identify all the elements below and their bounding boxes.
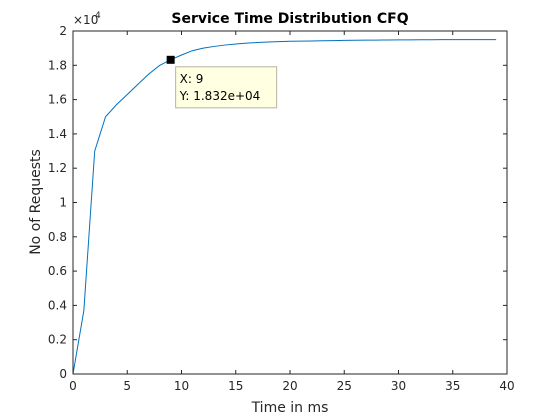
datatip-box[interactable] <box>175 66 278 109</box>
y-exponent-base: ×10 <box>73 13 98 27</box>
y-tick-label: 1.2 <box>48 161 67 175</box>
x-tick-label: 35 <box>445 379 460 393</box>
y-tick-label: 0.2 <box>48 333 67 347</box>
plot-area <box>73 31 507 374</box>
chart-title: Service Time Distribution CFQ <box>171 11 408 27</box>
y-tick-label: 2 <box>59 24 67 38</box>
series-line <box>72 39 497 375</box>
x-tick-label: 20 <box>282 379 297 393</box>
x-tick-label: 40 <box>499 379 514 393</box>
datatip-x-text: X: 9 <box>180 72 204 86</box>
y-axis-exponent: ×10 4 <box>73 11 101 27</box>
y-tick-label: 0.8 <box>48 230 67 244</box>
datatip-marker[interactable] <box>166 55 175 64</box>
y-tick-label: 1.6 <box>48 93 67 107</box>
x-tick-label: 15 <box>228 379 243 393</box>
y-tick-label: 1.8 <box>48 58 67 72</box>
y-tick-label: 1.4 <box>48 127 67 141</box>
x-tick-label: 10 <box>174 379 189 393</box>
x-axis-label: Time in ms <box>251 400 329 416</box>
y-tick-label: 1 <box>59 196 67 210</box>
x-tick-label: 0 <box>69 379 77 393</box>
x-tick-label: 30 <box>391 379 406 393</box>
y-tick-label: 0.6 <box>48 264 67 278</box>
x-tick-label: 5 <box>123 379 131 393</box>
y-tick-label: 0 <box>59 367 67 381</box>
x-tick-label: 25 <box>337 379 352 393</box>
y-exponent-power: 4 <box>95 11 101 21</box>
y-axis-label: No of Requests <box>28 149 44 255</box>
axes-box <box>72 30 508 375</box>
y-tick-label: 0.4 <box>48 298 67 312</box>
datatip-y-text: Y: 1.832e+04 <box>179 89 261 103</box>
